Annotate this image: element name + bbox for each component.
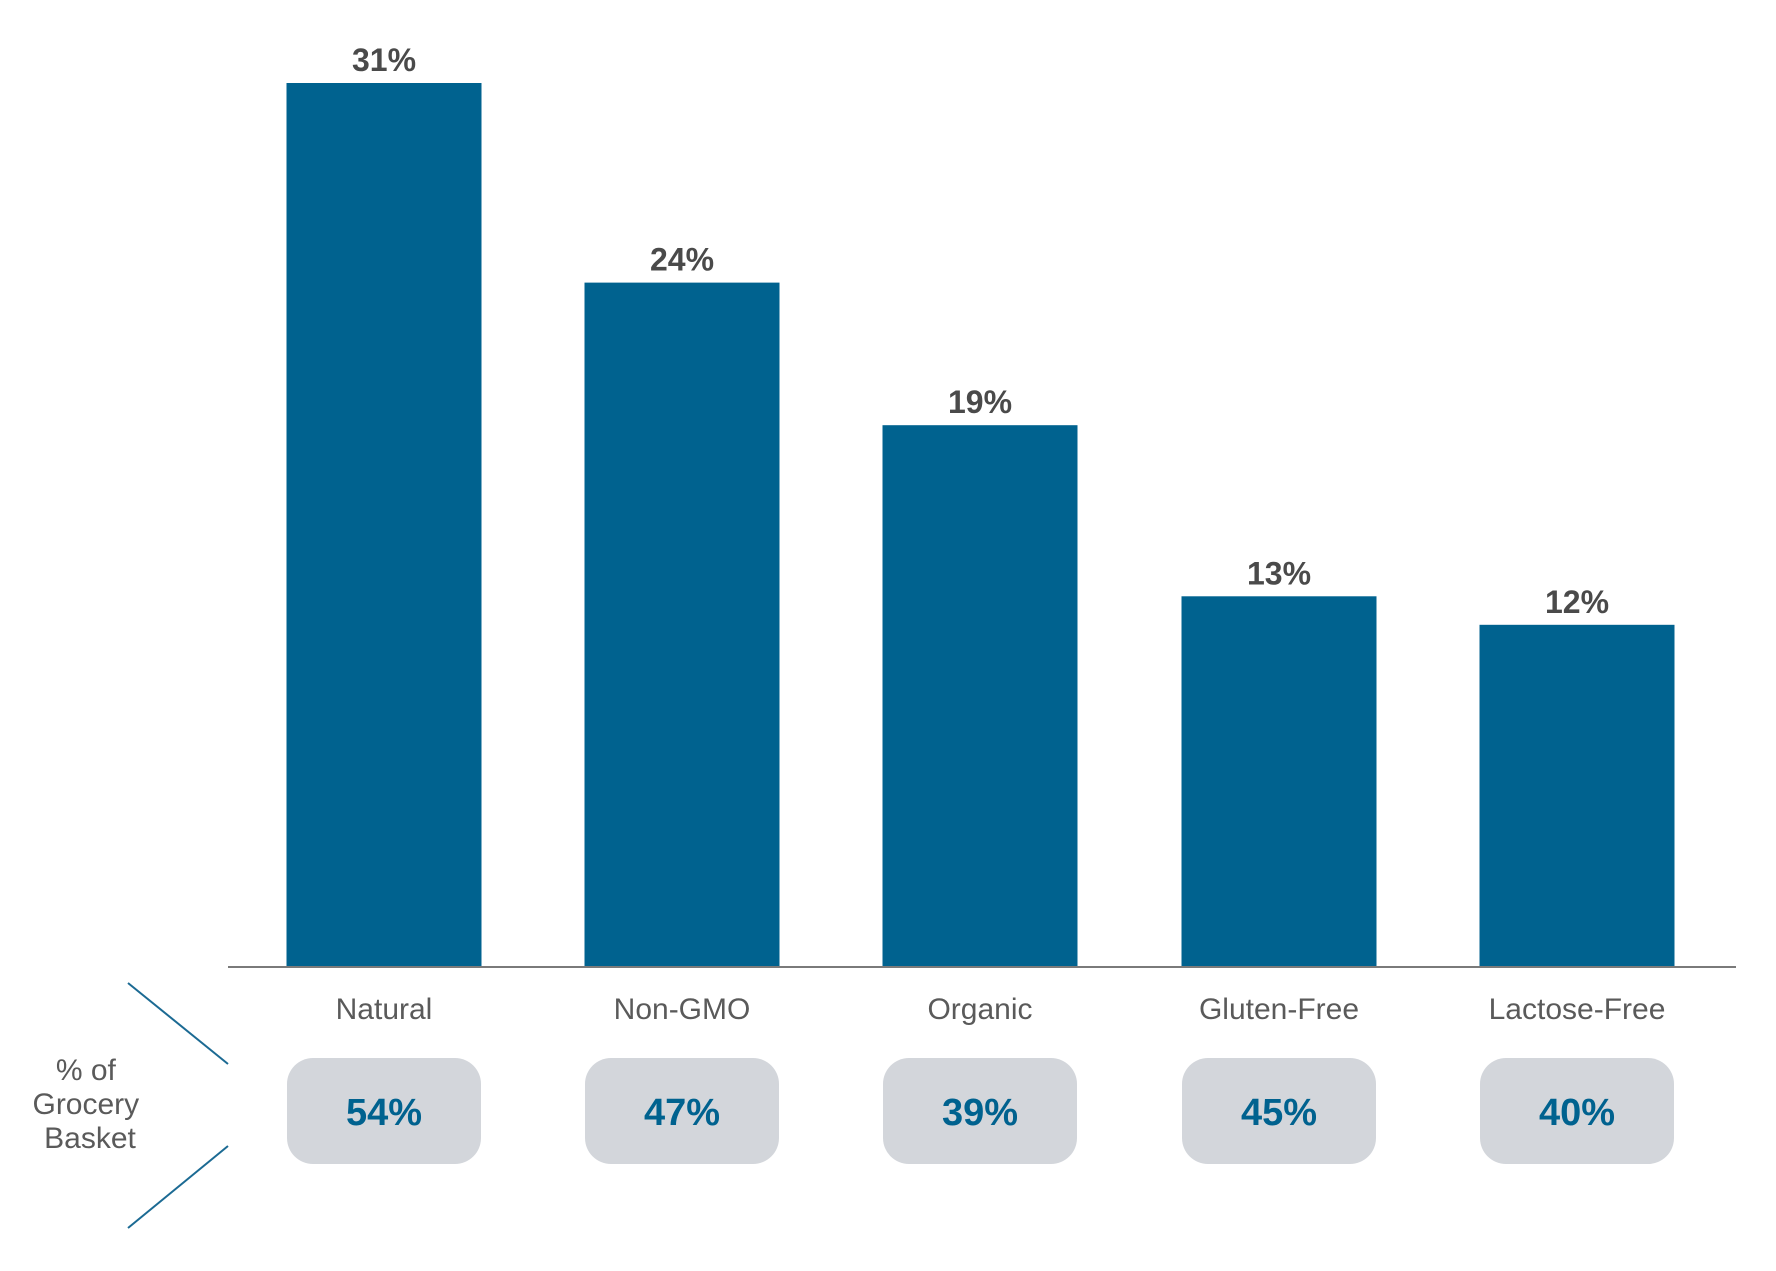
grocery-basket-box-natural: [287, 1058, 481, 1164]
grocery-basket-label-line-3: Basket: [44, 1122, 136, 1155]
grocery-basket-value-organic: 39%: [942, 1092, 1018, 1134]
bar-value-label-organic: 19%: [948, 384, 1012, 420]
grocery-basket-label-line-1: % of: [56, 1054, 117, 1087]
grocery-basket-box-organic: [883, 1058, 1077, 1164]
bars-group: [286, 83, 1675, 967]
grocery-basket-value-lactose-free: 40%: [1539, 1092, 1615, 1134]
grocery-basket-box-lactose-free: [1480, 1058, 1674, 1164]
bracket-line-bottom: [127, 1145, 229, 1229]
grocery-basket-value-non-gmo: 47%: [644, 1092, 720, 1134]
bar-value-label-non-gmo: 24%: [650, 242, 714, 278]
bar-gluten-free: [1181, 596, 1377, 967]
grocery-basket-box-gluten-free: [1182, 1058, 1376, 1164]
category-label-gluten-free: Gluten-Free: [1199, 993, 1359, 1026]
grocery-basket-label-line-2: Grocery: [32, 1088, 139, 1121]
bracket-line-top: [127, 982, 229, 1065]
grocery-basket-value-natural: 54%: [346, 1092, 422, 1134]
grocery-basket-label: % of Grocery Basket: [32, 1054, 147, 1155]
grocery-basket-value-gluten-free: 45%: [1241, 1092, 1317, 1134]
bar-value-label-lactose-free: 12%: [1545, 584, 1609, 620]
bar-lactose-free: [1479, 624, 1675, 967]
bar-organic: [882, 425, 1078, 967]
bar-value-label-gluten-free: 13%: [1247, 555, 1311, 591]
value-labels-group: 31% 24% 19% 13% 12%: [352, 42, 1609, 620]
category-label-natural: Natural: [336, 993, 433, 1026]
bar-value-label-natural: 31%: [352, 42, 416, 78]
bar-natural: [286, 83, 482, 967]
grocery-basket-box-non-gmo: [585, 1058, 779, 1164]
bar-non-gmo: [584, 282, 780, 967]
category-label-organic: Organic: [927, 993, 1032, 1026]
category-labels-group: Natural Non-GMO Organic Gluten-Free Lactose-…: [336, 993, 1666, 1026]
category-label-lactose-free: Lactose-Free: [1489, 993, 1666, 1026]
category-label-non-gmo: Non-GMO: [614, 993, 751, 1026]
grocery-basket-boxes-group: 54% 47% 39% 45% 40%: [287, 1058, 1674, 1164]
